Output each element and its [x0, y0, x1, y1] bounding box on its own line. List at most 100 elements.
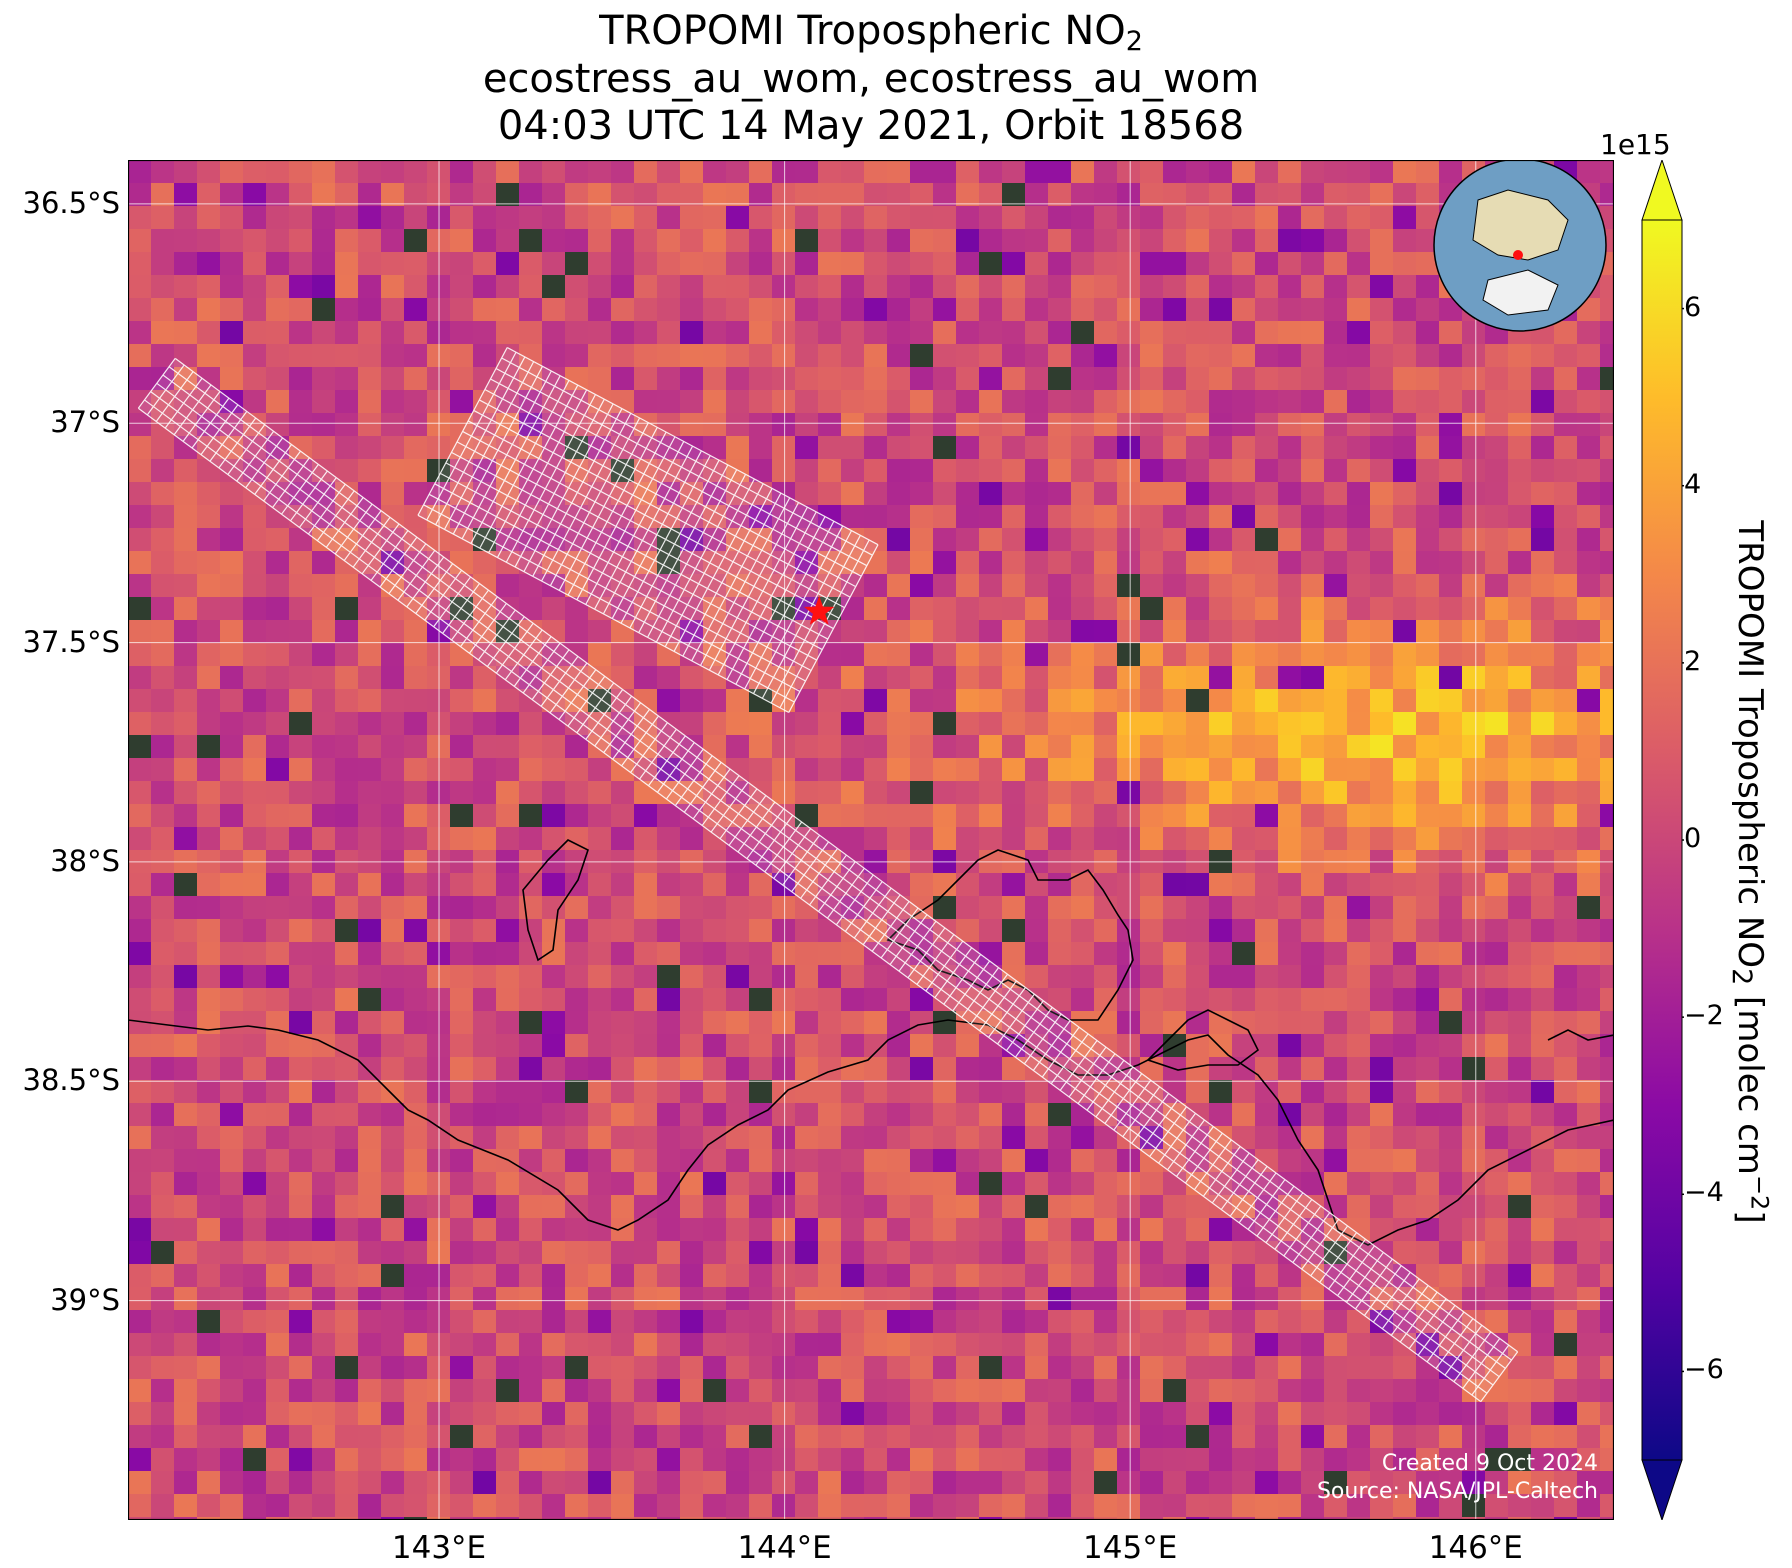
no2-pixel [657, 229, 681, 253]
no2-pixel [289, 1149, 313, 1173]
no2-pixel [358, 1103, 382, 1127]
no2-pixel [726, 1287, 750, 1311]
no2-pixel [588, 1471, 612, 1495]
no2-pixel [174, 1356, 198, 1380]
no2-pixel [128, 942, 152, 966]
no2-pixel [1048, 781, 1072, 805]
no2-pixel [312, 1517, 336, 1520]
no2-pixel [1117, 252, 1141, 276]
no2-pixel [588, 781, 612, 805]
no2-pixel [1508, 1448, 1532, 1472]
no2-pixel [979, 183, 1003, 207]
no2-pixel [312, 160, 336, 184]
no2-pixel [404, 1034, 428, 1058]
no2-pixel [1416, 873, 1440, 897]
no2-pixel [565, 1471, 589, 1495]
no2-pixel [1347, 1264, 1371, 1288]
no2-pixel [1347, 183, 1371, 207]
no2-pixel [404, 459, 428, 483]
no2-pixel [1416, 965, 1440, 989]
no2-pixel [1370, 1149, 1394, 1173]
no2-pixel [772, 1448, 796, 1472]
no2-pixel [1485, 367, 1509, 391]
no2-pixel [772, 942, 796, 966]
no2-pixel [473, 712, 497, 736]
no2-pixel [473, 1310, 497, 1334]
no2-pixel [1094, 1287, 1118, 1311]
no2-pixel [289, 1471, 313, 1495]
no2-pixel [1094, 1494, 1118, 1518]
no2-pixel [933, 505, 957, 529]
no2-pixel [1002, 804, 1026, 828]
no2-pixel [1071, 1034, 1095, 1058]
no2-pixel [151, 528, 175, 552]
no2-pixel [1278, 1287, 1302, 1311]
no2-pixel [1163, 827, 1187, 851]
no2-pixel [1117, 620, 1141, 644]
no2-pixel [473, 344, 497, 368]
no2-pixel [1301, 689, 1325, 713]
no2-pixel [1600, 344, 1614, 368]
no2-pixel [289, 965, 313, 989]
no2-pixel [312, 390, 336, 414]
no2-pixel [289, 942, 313, 966]
no2-pixel [1278, 1356, 1302, 1380]
no2-pixel [220, 597, 244, 621]
no2-pixel [1301, 1310, 1325, 1334]
no2-pixel [1140, 206, 1164, 230]
no2-pixel [1071, 666, 1095, 690]
no2-pixel [910, 1356, 934, 1380]
no2-pixel [381, 1494, 405, 1518]
no2-pixel [1278, 574, 1302, 598]
no2-pixel [266, 1080, 290, 1104]
no2-pixel [358, 896, 382, 920]
no2-pixel [1554, 1310, 1578, 1334]
no2-pixel [565, 1517, 589, 1520]
no2-pixel [1255, 873, 1279, 897]
no2-pixel [910, 505, 934, 529]
no2-pixel [243, 1471, 267, 1495]
no2-pixel [289, 1172, 313, 1196]
no2-pixel [841, 1218, 865, 1242]
no2-pixel [1577, 873, 1601, 897]
no2-pixel [772, 1241, 796, 1265]
no2-pixel [312, 781, 336, 805]
no2-pixel [818, 436, 842, 460]
no2-pixel [1554, 1034, 1578, 1058]
no2-pixel [1508, 528, 1532, 552]
no2-pixel [1117, 321, 1141, 345]
no2-pixel [887, 298, 911, 322]
no2-pixel [450, 1241, 474, 1265]
no2-pixel [1025, 1172, 1049, 1196]
no2-pixel [519, 1126, 543, 1150]
no2-pixel [151, 275, 175, 299]
no2-pixel [1531, 1356, 1555, 1380]
no2-pixel [1301, 942, 1325, 966]
no2-pixel [1071, 344, 1095, 368]
no2-pixel [381, 1057, 405, 1081]
no2-pixel [128, 436, 152, 460]
no2-pixel [1393, 804, 1417, 828]
no2-pixel [381, 1287, 405, 1311]
no2-pixel [726, 1356, 750, 1380]
no2-pixel [404, 1333, 428, 1357]
no2-pixel [864, 1241, 888, 1265]
no2-pixel [657, 873, 681, 897]
no2-pixel [1163, 896, 1187, 920]
no2-pixel [726, 413, 750, 437]
no2-pixel [266, 1172, 290, 1196]
no2-pixel [933, 1218, 957, 1242]
no2-pixel [404, 1011, 428, 1035]
no2-pixel [657, 1310, 681, 1334]
no2-pixel [611, 827, 635, 851]
no2-pixel [1416, 1402, 1440, 1426]
no2-pixel [1577, 942, 1601, 966]
no2-pixel [1439, 804, 1463, 828]
no2-pixel [1324, 413, 1348, 437]
no2-pixel [335, 643, 359, 667]
no2-pixel [266, 252, 290, 276]
no2-pixel [128, 183, 152, 207]
no2-pixel [841, 413, 865, 437]
no2-pixel [680, 1517, 704, 1520]
no2-pixel [1324, 873, 1348, 897]
